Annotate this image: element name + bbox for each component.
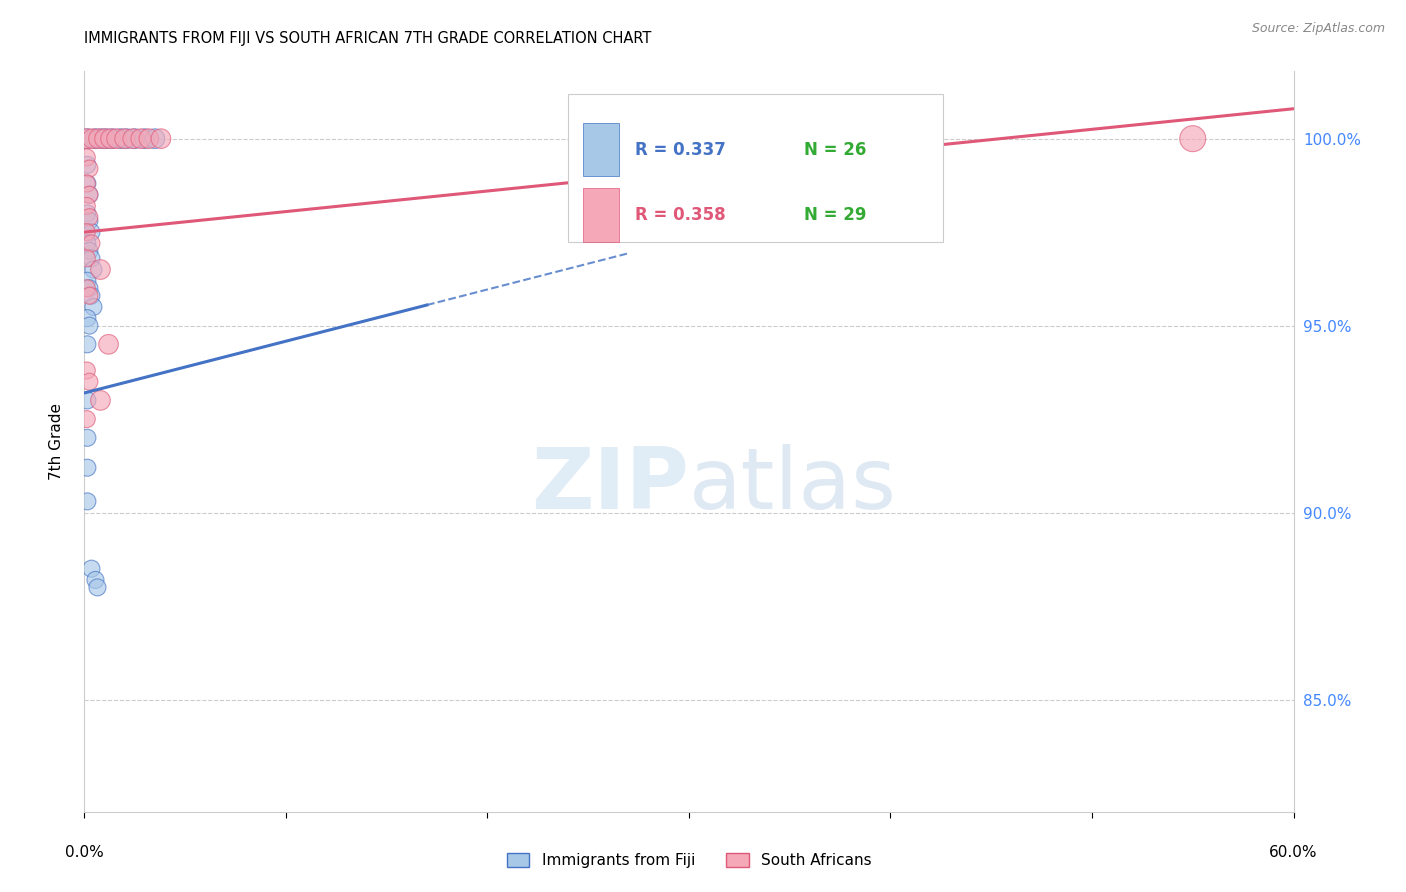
Point bbox=[79, 214, 101, 228]
Point bbox=[82, 300, 104, 314]
Point bbox=[143, 131, 166, 145]
Point bbox=[79, 281, 101, 295]
Text: 60.0%: 60.0% bbox=[1270, 846, 1317, 861]
Point bbox=[121, 131, 143, 145]
Point bbox=[76, 337, 98, 351]
Point bbox=[79, 318, 101, 333]
Point bbox=[89, 393, 111, 408]
Point bbox=[100, 131, 122, 145]
Point bbox=[80, 225, 103, 239]
Point bbox=[76, 131, 98, 145]
Point bbox=[79, 187, 101, 202]
Point bbox=[110, 131, 132, 145]
Text: R = 0.337: R = 0.337 bbox=[634, 141, 725, 159]
Point bbox=[76, 158, 98, 172]
Point bbox=[76, 177, 98, 191]
Point bbox=[76, 150, 98, 164]
Point bbox=[82, 131, 104, 145]
Point bbox=[86, 580, 108, 594]
Point bbox=[76, 281, 98, 295]
Point bbox=[89, 262, 111, 277]
Point bbox=[80, 289, 103, 303]
Point bbox=[90, 131, 112, 145]
Point bbox=[76, 460, 98, 475]
Point bbox=[76, 131, 98, 145]
Point bbox=[84, 573, 107, 587]
Bar bbox=[582, 123, 619, 177]
Text: atlas: atlas bbox=[689, 444, 897, 527]
Point bbox=[76, 252, 98, 266]
Point bbox=[76, 274, 98, 288]
Point bbox=[76, 311, 98, 326]
Point bbox=[1181, 131, 1204, 145]
Point bbox=[80, 252, 103, 266]
Point bbox=[124, 131, 146, 145]
Text: Source: ZipAtlas.com: Source: ZipAtlas.com bbox=[1251, 22, 1385, 36]
Point bbox=[96, 131, 118, 145]
Point bbox=[105, 131, 128, 145]
Point bbox=[76, 393, 98, 408]
Point bbox=[138, 131, 160, 145]
FancyBboxPatch shape bbox=[568, 94, 943, 242]
Point bbox=[79, 289, 101, 303]
Point bbox=[79, 161, 101, 176]
Point bbox=[79, 244, 101, 258]
Point bbox=[76, 206, 98, 220]
Point bbox=[79, 375, 101, 389]
Text: N = 26: N = 26 bbox=[804, 141, 866, 159]
Point bbox=[87, 131, 110, 145]
Text: R = 0.358: R = 0.358 bbox=[634, 206, 725, 224]
Point bbox=[76, 236, 98, 251]
Point bbox=[76, 177, 98, 191]
Text: IMMIGRANTS FROM FIJI VS SOUTH AFRICAN 7TH GRADE CORRELATION CHART: IMMIGRANTS FROM FIJI VS SOUTH AFRICAN 7T… bbox=[84, 31, 652, 46]
Point bbox=[79, 187, 101, 202]
Point bbox=[76, 494, 98, 508]
Point bbox=[114, 131, 136, 145]
Y-axis label: 7th Grade: 7th Grade bbox=[49, 403, 63, 480]
Point bbox=[80, 562, 103, 576]
Point bbox=[80, 236, 103, 251]
Point bbox=[84, 131, 107, 145]
Point bbox=[134, 131, 156, 145]
Text: ZIP: ZIP bbox=[531, 444, 689, 527]
Bar bbox=[582, 188, 619, 242]
Point bbox=[149, 131, 172, 145]
Text: N = 29: N = 29 bbox=[804, 206, 866, 224]
Legend: Immigrants from Fiji, South Africans: Immigrants from Fiji, South Africans bbox=[501, 847, 877, 874]
Point bbox=[97, 337, 120, 351]
Point bbox=[93, 131, 115, 145]
Point bbox=[76, 225, 98, 239]
Text: 0.0%: 0.0% bbox=[65, 846, 104, 861]
Point bbox=[76, 199, 98, 213]
Point bbox=[76, 431, 98, 445]
Point bbox=[115, 131, 138, 145]
Point bbox=[76, 412, 98, 426]
Point bbox=[79, 210, 101, 224]
Point bbox=[76, 363, 98, 377]
Point bbox=[129, 131, 152, 145]
Point bbox=[101, 131, 124, 145]
Point bbox=[82, 262, 104, 277]
